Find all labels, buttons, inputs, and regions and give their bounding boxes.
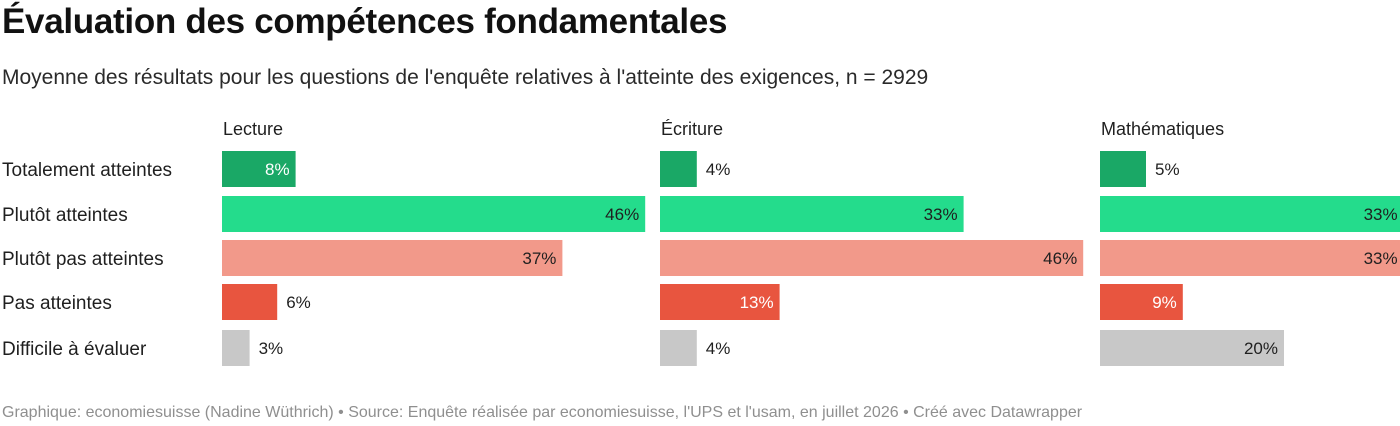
data-label: 13%: [740, 293, 774, 312]
bar: [1100, 151, 1146, 187]
bar: [222, 240, 563, 276]
category-label: Difficile à évaluer: [2, 339, 147, 360]
bar: [660, 196, 964, 232]
bar: [1100, 196, 1400, 232]
data-label: 37%: [522, 249, 556, 268]
data-label: 6%: [286, 293, 311, 312]
data-label: 3%: [259, 339, 284, 358]
bar: [660, 151, 697, 187]
bar: [660, 284, 780, 320]
data-label: 4%: [706, 160, 731, 179]
category-label: Totalement atteintes: [2, 160, 172, 181]
data-label: 46%: [605, 205, 639, 224]
bar: [1100, 284, 1183, 320]
bar: [222, 151, 296, 187]
category-label: Pas atteintes: [2, 293, 112, 314]
data-label: 9%: [1152, 293, 1177, 312]
bar: [222, 196, 646, 232]
bar: [1100, 330, 1284, 366]
bar: [1100, 240, 1400, 276]
category-label: Plutôt pas atteintes: [2, 249, 164, 270]
data-label: 33%: [924, 205, 958, 224]
bar: [222, 284, 278, 320]
data-label: 33%: [1364, 249, 1398, 268]
bar: [222, 330, 250, 366]
chart-footer: Graphique: economiesuisse (Nadine Wüthri…: [2, 404, 1083, 421]
data-label: 20%: [1244, 339, 1278, 358]
data-label: 5%: [1155, 160, 1180, 179]
category-label: Plutôt atteintes: [2, 205, 128, 226]
panel-header: Écriture: [661, 119, 723, 139]
data-label: 4%: [706, 339, 731, 358]
panel-header: Mathématiques: [1101, 119, 1224, 139]
data-label: 33%: [1364, 205, 1398, 224]
chart-subtitle: Moyenne des résultats pour les questions…: [2, 66, 929, 89]
bar: [660, 240, 1084, 276]
data-label: 8%: [265, 160, 290, 179]
chart-title: Évaluation des compétences fondamentales: [2, 2, 728, 41]
panel-header: Lecture: [223, 119, 283, 139]
data-label: 46%: [1043, 249, 1077, 268]
bar: [660, 330, 697, 366]
